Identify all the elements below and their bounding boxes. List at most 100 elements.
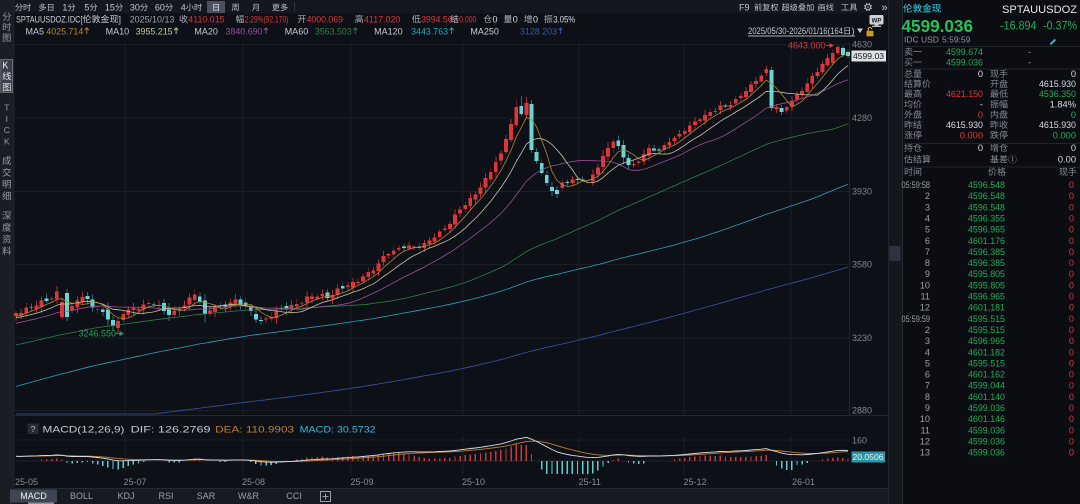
svg-text:0: 0 <box>1069 292 1074 302</box>
svg-text:0: 0 <box>1069 392 1074 402</box>
svg-text:4595.805: 4595.805 <box>968 269 1005 279</box>
svg-text:4595.515: 4595.515 <box>968 358 1005 368</box>
svg-text:20.0506: 20.0506 <box>852 452 883 462</box>
svg-text:4601.162: 4601.162 <box>968 370 1005 380</box>
svg-text:12: 12 <box>920 436 930 446</box>
svg-text:4596.385: 4596.385 <box>968 247 1005 257</box>
svg-text:5: 5 <box>925 225 930 235</box>
svg-text:0: 0 <box>1069 258 1074 268</box>
svg-text:1: 1 <box>62 2 67 12</box>
svg-text:0: 0 <box>1069 303 1074 313</box>
svg-text:-0.37%: -0.37% <box>1043 21 1077 33</box>
svg-text:3563.503: 3563.503 <box>315 27 352 37</box>
svg-text:C: C <box>4 125 10 135</box>
svg-text:4599.036: 4599.036 <box>968 403 1005 413</box>
svg-text:05:59:59: 05:59:59 <box>902 314 931 324</box>
svg-text:0.000: 0.000 <box>1053 130 1076 140</box>
svg-text:9: 9 <box>925 269 930 279</box>
svg-text:RSI: RSI <box>158 491 173 501</box>
svg-text:0: 0 <box>978 69 983 79</box>
svg-text:6: 6 <box>925 370 930 380</box>
svg-text:0: 0 <box>1069 336 1074 346</box>
svg-text:4601.181: 4601.181 <box>968 303 1005 313</box>
svg-text:4601.140: 4601.140 <box>968 392 1005 402</box>
svg-text:DIF: 126.2769: DIF: 126.2769 <box>131 424 211 434</box>
svg-text:0: 0 <box>1069 213 1074 223</box>
svg-text:0: 0 <box>1069 403 1074 413</box>
svg-text:0: 0 <box>1069 202 1074 212</box>
svg-text:8: 8 <box>925 258 930 268</box>
svg-text:05:59:58: 05:59:58 <box>902 180 931 190</box>
svg-text:12: 12 <box>920 303 930 313</box>
svg-text:4536.350: 4536.350 <box>1039 89 1076 99</box>
svg-text:0.000: 0.000 <box>459 14 476 24</box>
svg-text:4596.355: 4596.355 <box>968 213 1005 223</box>
svg-text:5: 5 <box>84 2 89 12</box>
svg-text:»: » <box>881 2 887 14</box>
svg-text:MA10: MA10 <box>106 27 130 37</box>
svg-text:4599.036: 4599.036 <box>902 16 974 36</box>
svg-text:-16.894: -16.894 <box>1000 21 1037 33</box>
svg-text:0: 0 <box>1069 280 1074 290</box>
svg-text:0: 0 <box>1069 225 1074 235</box>
svg-text:4601.182: 4601.182 <box>968 347 1005 357</box>
svg-text:0: 0 <box>493 14 498 24</box>
svg-text:4596.385: 4596.385 <box>968 258 1005 268</box>
svg-text:0: 0 <box>1069 425 1074 435</box>
svg-text:4599.044: 4599.044 <box>968 381 1005 391</box>
svg-text:T: T <box>4 103 9 113</box>
svg-text:I: I <box>6 114 8 124</box>
svg-text:3840.690: 3840.690 <box>226 27 263 37</box>
svg-text:30: 30 <box>130 2 140 12</box>
svg-text:3246.550: 3246.550 <box>79 329 117 339</box>
svg-text:SPTAUUSDOZ.IDC[: SPTAUUSDOZ.IDC[ <box>16 14 83 24</box>
svg-text:0: 0 <box>533 14 538 24</box>
svg-text:6: 6 <box>925 236 930 246</box>
svg-text:5:59:59: 5:59:59 <box>942 35 971 45</box>
svg-text:K: K <box>4 136 10 146</box>
svg-text:0: 0 <box>1071 69 1076 79</box>
svg-text:): ) <box>852 26 855 37</box>
svg-text:?: ? <box>31 424 36 434</box>
svg-text:3: 3 <box>925 202 930 212</box>
svg-text:4599.036: 4599.036 <box>946 58 983 68</box>
svg-text:0: 0 <box>1071 143 1076 153</box>
svg-text:3955.215: 3955.215 <box>136 27 173 37</box>
svg-text:0: 0 <box>1069 325 1074 335</box>
svg-text:15: 15 <box>105 2 115 12</box>
svg-text:4615.930: 4615.930 <box>1039 79 1076 89</box>
svg-text:13: 13 <box>920 448 930 458</box>
svg-text:MA250: MA250 <box>470 27 499 37</box>
svg-text:MA60: MA60 <box>285 27 309 37</box>
svg-text:0: 0 <box>1069 381 1074 391</box>
svg-text:0: 0 <box>1069 370 1074 380</box>
svg-text:25-10: 25-10 <box>462 477 485 487</box>
svg-text:4599.674: 4599.674 <box>946 47 983 57</box>
svg-text:5: 5 <box>925 358 930 368</box>
svg-text:3930: 3930 <box>852 187 872 197</box>
svg-text:4596.548: 4596.548 <box>968 202 1005 212</box>
svg-text:2025/05/30-2026/01/16(164: 2025/05/30-2026/01/16(164 <box>748 26 843 37</box>
svg-text:3.05%: 3.05% <box>553 14 575 24</box>
svg-text:4595.805: 4595.805 <box>968 280 1005 290</box>
svg-text:4601.176: 4601.176 <box>968 236 1005 246</box>
svg-text:0: 0 <box>1069 448 1074 458</box>
svg-text:0: 0 <box>1069 314 1074 324</box>
svg-text:F9: F9 <box>739 2 750 12</box>
svg-text:25-09: 25-09 <box>351 477 374 487</box>
svg-text:-: - <box>1028 47 1031 58</box>
svg-text:MA5: MA5 <box>26 27 45 37</box>
svg-text:4599.03: 4599.03 <box>853 51 884 61</box>
svg-text:3230: 3230 <box>852 333 872 343</box>
svg-text:IDC: IDC <box>904 35 919 45</box>
svg-text:3994.569: 3994.569 <box>421 14 457 24</box>
svg-text:3128.203: 3128.203 <box>520 27 557 37</box>
svg-text:2.29%(92.170): 2.29%(92.170) <box>245 14 289 24</box>
svg-text:0: 0 <box>1069 414 1074 424</box>
svg-text:4: 4 <box>181 2 186 12</box>
svg-text:4595.515: 4595.515 <box>968 314 1005 324</box>
svg-text:4599.036: 4599.036 <box>968 436 1005 446</box>
svg-text:2: 2 <box>925 325 930 335</box>
svg-text:DEA: 110.9903: DEA: 110.9903 <box>215 424 294 434</box>
svg-text:4599.036: 4599.036 <box>968 448 1005 458</box>
